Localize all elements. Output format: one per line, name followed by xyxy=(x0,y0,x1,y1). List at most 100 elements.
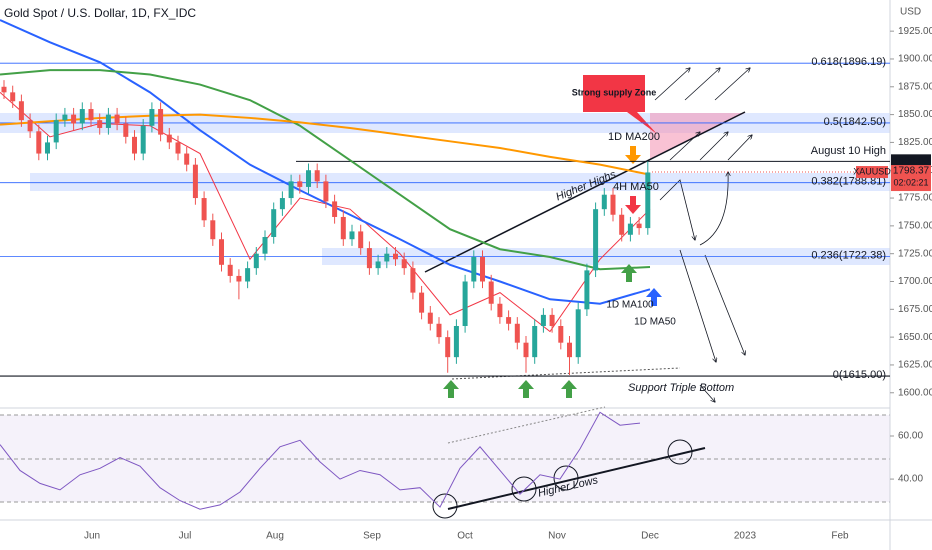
candle-body xyxy=(636,223,642,229)
y-tick-label: 1825.00 xyxy=(898,137,932,148)
candle-body xyxy=(62,114,68,121)
candle-body xyxy=(453,326,459,358)
countdown: 02:02:21 xyxy=(893,177,928,187)
candle-body xyxy=(97,120,103,128)
annotation: 4H MA50 xyxy=(613,181,659,193)
callout xyxy=(583,75,657,134)
candle-body xyxy=(514,323,520,343)
arrow-up xyxy=(443,380,459,398)
candle-body xyxy=(393,253,398,260)
candle-body xyxy=(593,209,599,271)
price-tag xyxy=(891,154,931,169)
candle-body xyxy=(245,268,251,282)
candle-body xyxy=(340,216,346,240)
candle-body xyxy=(462,281,468,327)
candle-body xyxy=(358,231,364,249)
candle-body xyxy=(384,253,390,262)
candle-body xyxy=(166,134,172,143)
candle-body xyxy=(480,257,485,282)
candle-body xyxy=(349,231,355,240)
y-tick-label: 1700.00 xyxy=(898,276,932,287)
circle xyxy=(432,493,458,519)
candle-body xyxy=(558,326,564,343)
candle-body xyxy=(236,275,242,282)
x-tick-label: Jun xyxy=(84,531,100,542)
x-tick-label: Oct xyxy=(457,531,473,542)
reference-label: August 10 High xyxy=(811,145,886,157)
moving-average xyxy=(0,19,651,305)
candle-body xyxy=(201,198,207,221)
candle-body xyxy=(262,236,268,254)
x-tick-label: Jul xyxy=(179,531,192,542)
y-tick-label: 1625.00 xyxy=(898,360,932,371)
candle-body xyxy=(10,92,16,102)
candle-body xyxy=(427,312,433,324)
candle-body xyxy=(132,136,137,154)
annotation: 1D MA50 xyxy=(634,317,676,328)
candle-body xyxy=(323,181,329,202)
candle-body xyxy=(140,125,146,154)
arrow-down xyxy=(625,146,641,164)
zone xyxy=(30,173,890,191)
candle-body xyxy=(105,114,111,128)
candle-body xyxy=(549,314,555,327)
arrow-up xyxy=(561,380,577,398)
candle-body xyxy=(184,153,190,165)
currency: USD xyxy=(900,7,921,18)
candle-body xyxy=(488,281,494,304)
candle-body xyxy=(575,309,581,358)
y-tick-label: 1725.00 xyxy=(898,248,932,259)
annotation: Strong supply Zone xyxy=(572,87,657,97)
y-tick-label: 60.00 xyxy=(898,431,923,442)
candle-body xyxy=(314,170,320,182)
y-tick-label: 40.00 xyxy=(898,474,923,485)
candle-body xyxy=(227,264,233,276)
x-tick-label: 2023 xyxy=(734,531,757,542)
candle-body xyxy=(79,109,85,124)
chart-title: Gold Spot / U.S. Dollar, 1D, FX_IDC xyxy=(4,6,196,20)
rsi-line xyxy=(0,411,641,510)
candle-body xyxy=(71,114,77,124)
price-tag xyxy=(891,165,931,192)
candle-body xyxy=(523,342,529,358)
x-tick-label: Aug xyxy=(266,531,284,542)
candle-body xyxy=(18,101,24,121)
candle-body xyxy=(253,253,259,269)
candle-body xyxy=(497,303,503,318)
fib-label: 0.5(1842.50) xyxy=(824,116,886,128)
candle-body xyxy=(45,142,50,154)
candle-body xyxy=(297,181,303,187)
candle-body xyxy=(401,259,407,269)
candle-body xyxy=(149,109,155,126)
candle-body xyxy=(610,194,616,215)
candle-body xyxy=(645,172,651,229)
candle-body xyxy=(1,86,7,93)
candle-body xyxy=(506,317,512,324)
candle-body xyxy=(210,220,216,240)
candle-body xyxy=(332,201,338,217)
moving-average xyxy=(0,69,651,271)
candle-body xyxy=(601,194,607,210)
candle-body xyxy=(36,131,42,154)
candle-body xyxy=(436,323,442,338)
projection-arrows xyxy=(654,68,752,402)
y-tick-label: 1650.00 xyxy=(898,332,932,343)
x-tick-label: Nov xyxy=(548,531,566,542)
candle-body xyxy=(375,261,381,269)
fib-label: 0(1615.00) xyxy=(833,369,886,381)
candle-body xyxy=(419,292,425,313)
candle-body xyxy=(271,209,277,237)
symbol-tag xyxy=(856,166,888,179)
y-tick-label: 1750.00 xyxy=(898,221,932,232)
candle-body xyxy=(175,142,181,154)
x-tick-label: Sep xyxy=(363,531,381,542)
annotation: Support Triple Bottom xyxy=(628,382,734,394)
candle-body xyxy=(366,248,372,269)
y-tick-label: 1900.00 xyxy=(898,54,932,65)
circle xyxy=(511,476,537,502)
x-tick-label: Feb xyxy=(831,531,849,542)
candle-body xyxy=(158,109,164,135)
arrow-up xyxy=(518,380,534,398)
